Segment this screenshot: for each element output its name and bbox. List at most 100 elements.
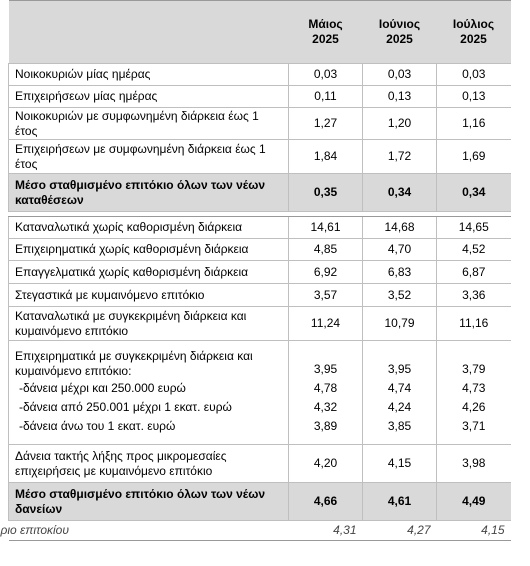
value: 0,03 — [313, 67, 338, 81]
value-cell: 0,03 — [288, 63, 363, 86]
value-cell: 4,61 — [362, 482, 437, 521]
value-cell: 6,92 — [288, 260, 363, 284]
value: 0,11 — [314, 89, 337, 103]
table-row: Στεγαστικά με κυμαινόμενο επιτόκιο 3,57 3,… — [8, 283, 511, 307]
label-text: Καταναλωτικά με συγκεκριμένη διάρκεια κα… — [15, 308, 247, 338]
value-cell: 6,83 — [362, 260, 437, 284]
gap-cell — [8, 211, 511, 217]
row-label: ριο επιτοκίου — [1, 520, 289, 541]
rates-table: Μάιος 2025 Ιούνιος 2025 Ιούλιος 2025 Νοι… — [1, 0, 511, 541]
row-label: Επιχειρήσεων μίας ημέρας — [8, 85, 289, 108]
label-text: Δάνεια τακτής λήξης προς μικρομεσαίες επ… — [15, 448, 227, 478]
table-row: Νοικοκυριών με συμφωνημένη διάρκεια έως … — [8, 107, 511, 140]
row-label: Νοικοκυριών μίας ημέρας — [8, 63, 289, 86]
row-label: Καταναλωτικά με συγκεκριμένη διάρκεια κα… — [8, 306, 289, 341]
label-text: Μέσο σταθμισμένο επιτόκιο όλων των νέων … — [15, 486, 266, 516]
value: 1,20 — [387, 116, 412, 130]
value: 14,65 — [458, 220, 489, 234]
value: 6,92 — [313, 264, 338, 279]
value-cell: 0,13 — [436, 85, 511, 108]
value: 3,57 — [313, 287, 338, 302]
value: 3,95 — [313, 362, 338, 376]
table-row: Καταναλωτικά χωρίς καθορισμένη διάρκεια 1… — [8, 216, 511, 239]
corner — [8, 0, 289, 64]
header-cell: Μάιος 2025 — [288, 0, 363, 64]
value: 4,52 — [462, 242, 486, 256]
table-row: Νοικοκυριών μίας ημέρας 0,03 0,03 0,03 — [8, 63, 511, 86]
table-row: Δάνεια τακτής λήξης προς μικρομεσαίες επ… — [8, 444, 511, 483]
sub-label: -δάνεια άνω του 1 εκατ. ευρώ — [19, 419, 176, 433]
value: 4,15 — [481, 523, 505, 537]
value: 3,52 — [387, 287, 412, 302]
value-cell: 4,49 — [436, 482, 511, 521]
value-cell: 14,61 — [288, 216, 363, 239]
table-row: Μέσο σταθμισμένο επιτόκιο όλων των νέων … — [8, 482, 511, 521]
value-cell: 11,24 — [288, 306, 363, 341]
value-cell: 4,15 — [436, 520, 511, 541]
value-cell: 3,79 4,73 4,26 3,71 — [436, 340, 511, 445]
row-label: Επιχειρηματικά χωρίς καθορισμένη διάρκει… — [8, 238, 289, 261]
value: 3,89 — [313, 419, 338, 433]
value: 0,34 — [387, 185, 412, 199]
label-text: Στεγαστικά με κυμαινόμενο επιτόκιο — [15, 287, 205, 302]
value-cell: 0,34 — [436, 173, 511, 212]
value-cell: 1,16 — [436, 107, 511, 140]
value: 4,85 — [313, 242, 338, 256]
label-text: Επιχειρήσεων μίας ημέρας — [15, 89, 158, 103]
gap-row — [8, 211, 511, 217]
label-text: Νοικοκυριών μίας ημέρας — [15, 67, 151, 81]
value-cell: 4,85 — [288, 238, 363, 261]
value-cell: 0,35 — [288, 173, 363, 212]
value: 4,66 — [313, 494, 338, 508]
table-row: Επιχειρηματικά χωρίς καθορισμένη διάρκει… — [8, 238, 511, 261]
value: 6,83 — [387, 264, 412, 279]
value: 0,13 — [462, 89, 486, 103]
value-cell: 0,03 — [436, 63, 511, 86]
row-label: Νοικοκυριών με συμφωνημένη διάρκεια έως … — [8, 107, 289, 140]
value-cell: 14,65 — [436, 216, 511, 239]
value-cell: 4,31 — [288, 520, 363, 541]
value-cell: 14,68 — [362, 216, 437, 239]
value: 4,20 — [313, 456, 338, 470]
value: 4,32 — [313, 400, 338, 414]
value: 3,36 — [462, 287, 486, 302]
row-label: Επιχειρήσεων με συμφωνημένη διάρκεια έως… — [8, 139, 289, 174]
value: 3,85 — [387, 419, 412, 433]
label-text: ριο επιτοκίου — [0, 523, 69, 537]
value: 4,74 — [387, 381, 412, 395]
value: 1,72 — [387, 149, 412, 163]
header-cell: Ιούνιος 2025 — [362, 0, 437, 64]
table-row: Επαγγελματικά χωρίς καθορισμένη διάρκεια… — [8, 260, 511, 284]
value: 4,26 — [462, 400, 486, 414]
label-text: Επαγγελματικά χωρίς καθορισμένη διάρκεια — [15, 264, 249, 279]
row-label: Επιχειρηματικά με συγκεκριμένη διάρκεια … — [8, 340, 289, 445]
row-label: Επαγγελματικά χωρίς καθορισμένη διάρκεια — [8, 260, 289, 284]
value-cell: 1,84 — [288, 139, 363, 174]
label-text: Νοικοκυριών με συμφωνημένη διάρκεια έως … — [15, 108, 259, 138]
value-cell: 1,72 — [362, 139, 437, 174]
row-label: Δάνεια τακτής λήξης προς μικρομεσαίες επ… — [8, 444, 289, 483]
value: 0,35 — [313, 185, 338, 199]
value: 11,24 — [310, 316, 341, 330]
value-cell: 1,69 — [436, 139, 511, 174]
value: 4,49 — [462, 494, 486, 508]
value-cell: 4,70 — [362, 238, 437, 261]
row-label: Καταναλωτικά χωρίς καθορισμένη διάρκεια — [8, 216, 289, 239]
value-cell: 0,34 — [362, 173, 437, 212]
value-cell: 11,16 — [436, 306, 511, 341]
value: 3,71 — [462, 419, 486, 433]
value-cell: 3,57 — [288, 283, 363, 307]
value: 0,03 — [387, 67, 412, 81]
value: 0,03 — [462, 67, 486, 81]
value-cell: 4,52 — [436, 238, 511, 261]
table-row: Μέσο σταθμισμένο επιτόκιο όλων των νέων … — [8, 173, 511, 212]
value-cell: 6,87 — [436, 260, 511, 284]
table-row: ριο επιτοκίου 4,31 4,27 4,15 — [1, 520, 511, 541]
table-row: Επιχειρηματικά με συγκεκριμένη διάρκεια … — [8, 340, 511, 445]
value: 4,73 — [462, 381, 486, 395]
row-label: Μέσο σταθμισμένο επιτόκιο όλων των νέων … — [8, 482, 289, 521]
value: 1,69 — [462, 149, 486, 163]
value: 4,61 — [387, 494, 412, 508]
label-text: Επιχειρήσεων με συμφωνημένη διάρκεια έως… — [15, 141, 266, 171]
value-cell: 1,20 — [362, 107, 437, 140]
